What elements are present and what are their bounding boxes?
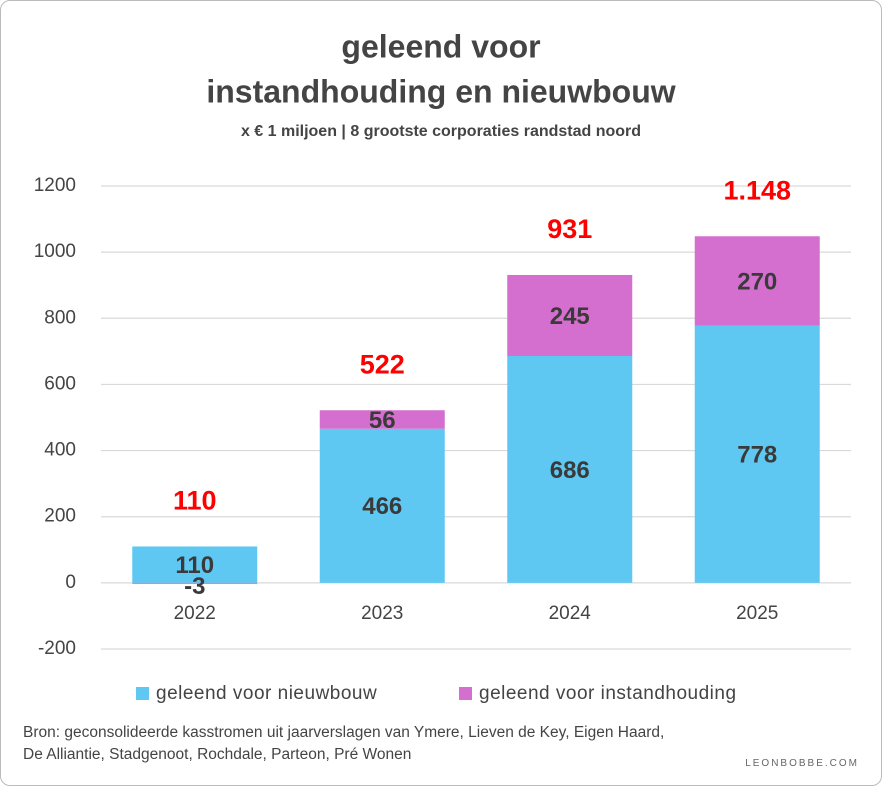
total-label: 1.148 (723, 175, 791, 205)
value-label: -3 (184, 573, 205, 600)
value-label: 466 (362, 493, 402, 520)
bar-segment (694, 236, 820, 326)
total-label: 110 (173, 486, 217, 516)
value-label: 778 (737, 442, 777, 469)
watermark: LEONBOBBE.COM (745, 758, 859, 769)
bar-segment (319, 428, 445, 583)
y-tick-label: 600 (44, 373, 76, 394)
y-tick-label: 200 (44, 506, 76, 527)
value-label: 56 (369, 407, 396, 434)
bar-segment (132, 546, 258, 583)
source-note: Bron: geconsolideerde kasstromen uit jaa… (23, 724, 665, 763)
y-tick-label: 1000 (34, 241, 76, 262)
legend-label: geleend voor nieuwbouw (156, 683, 377, 704)
x-tick-label: 2023 (361, 603, 403, 624)
value-label: 270 (737, 268, 777, 295)
y-tick-label: 400 (44, 440, 76, 461)
bar-segment (694, 325, 820, 583)
total-label: 522 (360, 349, 405, 379)
chart-subtitle: x € 1 miljoen | 8 grootste corporaties r… (241, 123, 641, 140)
y-tick-label: 1200 (34, 175, 76, 196)
bar-segment (507, 274, 633, 356)
value-label: 110 (175, 552, 214, 579)
y-tick-label: -200 (38, 638, 76, 659)
chart-title: instandhouding en nieuwbouw (206, 73, 675, 109)
value-label: 686 (550, 457, 590, 484)
total-label: 931 (547, 214, 592, 244)
legend-swatch (459, 687, 472, 700)
legend-label: geleend voor instandhouding (479, 683, 737, 704)
bar-segment (132, 582, 258, 584)
bar-segment (319, 410, 445, 429)
y-tick-label: 800 (44, 307, 76, 328)
x-tick-label: 2024 (549, 603, 592, 624)
legend-swatch (136, 687, 149, 700)
bar-segment (507, 355, 633, 583)
x-tick-label: 2025 (736, 603, 778, 624)
value-label: 245 (550, 303, 590, 330)
x-tick-label: 2022 (174, 603, 216, 624)
chart-title: geleend voor (341, 28, 540, 64)
y-tick-label: 0 (65, 572, 76, 593)
